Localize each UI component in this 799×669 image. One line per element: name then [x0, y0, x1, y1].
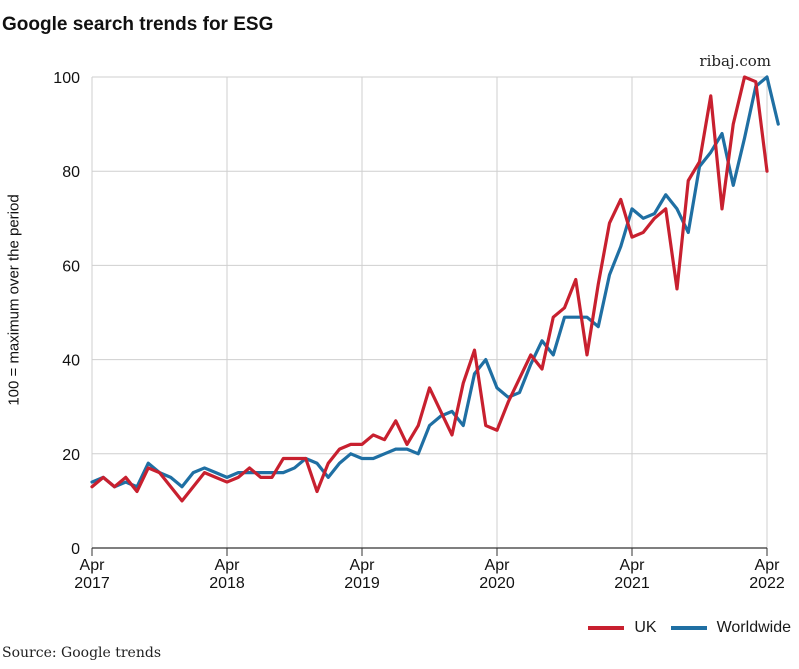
series-line-uk	[90, 75, 769, 503]
x-tick-label: Apr	[620, 557, 646, 574]
legend-item-uk: UK	[588, 619, 657, 637]
x-tick-label-year: 2018	[209, 575, 245, 592]
x-tick-label-year: 2021	[614, 575, 650, 592]
x-tick-label-year: 2019	[344, 575, 380, 592]
legend-label-worldwide: Worldwide	[716, 619, 791, 636]
y-tick-label: 60	[62, 258, 80, 275]
x-tick-label: Apr	[80, 557, 106, 574]
legend-label-uk: UK	[634, 619, 657, 636]
x-tick-label: Apr	[485, 557, 511, 574]
x-tick-label-year: 2017	[74, 575, 110, 592]
tick-layer: 020406080100Apr2017Apr2018Apr2019Apr2020…	[53, 70, 785, 592]
legend-swatch-worldwide	[670, 626, 707, 630]
source-note: Source: Google trends	[2, 645, 162, 661]
y-tick-label: 100	[53, 70, 80, 87]
site-credit: ribaj.com	[699, 52, 771, 70]
legend: UK Worldwide	[588, 619, 791, 637]
series-line-worldwide	[90, 75, 780, 489]
x-tick-label: Apr	[755, 557, 781, 574]
x-tick-label-year: 2022	[749, 575, 785, 592]
y-tick-label: 20	[62, 447, 80, 464]
y-tick-label: 40	[62, 353, 80, 370]
y-tick-label: 0	[71, 541, 80, 558]
series-layer	[90, 75, 780, 503]
x-tick-label: Apr	[215, 557, 241, 574]
x-tick-label: Apr	[350, 557, 376, 574]
y-tick-label: 80	[62, 164, 80, 181]
legend-item-worldwide: Worldwide	[670, 619, 791, 637]
grid-layer	[91, 76, 768, 556]
x-tick-label-year: 2020	[479, 575, 515, 592]
chart-title: Google search trends for ESG	[2, 14, 274, 35]
legend-swatch-uk	[588, 626, 625, 630]
